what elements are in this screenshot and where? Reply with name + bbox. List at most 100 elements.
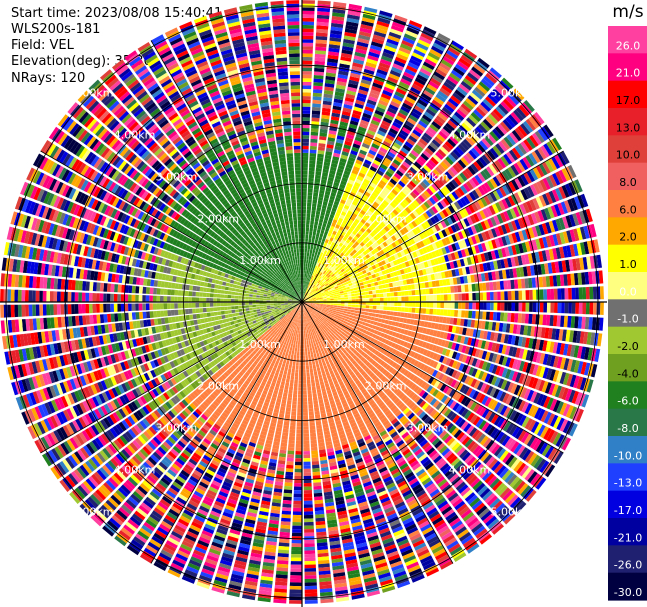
ppi-gate (411, 307, 416, 313)
ppi-gate (358, 212, 364, 219)
ppi-gate (335, 175, 342, 180)
ppi-gate (468, 310, 473, 319)
ppi-gate (309, 278, 312, 283)
ppi-gate (490, 292, 494, 301)
ppi-gate (346, 198, 353, 204)
ppi-gate (431, 45, 444, 55)
ppi-gate (306, 285, 309, 289)
ppi-gate (511, 302, 516, 312)
ppi-gate (359, 27, 373, 34)
ppi-gate (357, 310, 362, 314)
ppi-gate (317, 200, 323, 205)
ppi-gate (315, 167, 322, 172)
ppi-gate (356, 175, 364, 182)
ppi-gate (344, 233, 350, 239)
ppi-gate (310, 436, 317, 441)
ppi-gate (363, 178, 371, 185)
ppi-gate (311, 238, 315, 243)
ppi-gate (318, 146, 325, 151)
ppi-gate (525, 290, 530, 300)
ppi-gate (421, 64, 433, 74)
ppi-gate (302, 92, 311, 97)
ppi-gate (349, 153, 357, 159)
ppi-gate (363, 109, 373, 116)
ppi-gate (306, 329, 309, 334)
ppi-gate (304, 326, 307, 331)
ppi-gate (367, 283, 372, 288)
ppi-gate (354, 181, 361, 188)
ppi-gate (309, 343, 312, 348)
ppi-gate (314, 53, 326, 58)
ppi-gate (468, 284, 473, 292)
ppi-gate (352, 315, 357, 320)
ppi-gate (525, 302, 530, 312)
ppi-gate (410, 111, 421, 120)
ppi-gate (496, 281, 501, 290)
ppi-gate (355, 133, 365, 139)
ppi-gate (402, 144, 412, 152)
ppi-gate (316, 207, 322, 212)
ppi-gate (312, 350, 316, 354)
ppi-gate (376, 20, 390, 28)
ppi-gate (472, 292, 476, 301)
ppi-gate (307, 336, 311, 341)
ppi-gate (362, 295, 366, 299)
ppi-gate (364, 106, 374, 113)
ppi-gate (302, 71, 312, 75)
ppi-gate (312, 203, 317, 208)
ppi-gate (312, 99, 322, 104)
ppi-gate (377, 103, 387, 110)
ppi-gate (306, 337, 309, 341)
ppi-gate (346, 289, 351, 292)
ppi-gate (309, 422, 315, 427)
ppi-gate (354, 103, 364, 109)
ppi-gate (342, 207, 348, 213)
ppi-gate (489, 282, 494, 291)
ppi-gate (318, 255, 322, 260)
ppi-gate (415, 302, 420, 307)
ppi-gate (322, 223, 327, 228)
ppi-gate (458, 293, 462, 301)
ppi-gate (378, 285, 383, 289)
ppi-gate (302, 106, 311, 111)
ppi-gate (302, 181, 308, 185)
ppi-gate (443, 309, 448, 316)
ppi-gate (308, 234, 312, 239)
ppi-gate (374, 109, 384, 117)
ppi-gate (386, 292, 391, 297)
ppi-gate (309, 153, 317, 157)
ppi-gate (406, 26, 420, 35)
ppi-gate (307, 285, 310, 290)
ppi-gate (302, 195, 307, 200)
ppi-gate (361, 311, 366, 315)
ppi-gate (518, 302, 523, 312)
ppi-gate (408, 296, 413, 301)
ppi-gate (401, 307, 405, 312)
ppi-gate (308, 361, 312, 366)
ppi-gate (313, 71, 324, 76)
ppi-gate (305, 333, 308, 338)
ppi-gate (402, 36, 416, 45)
ppi-gate (305, 330, 307, 334)
ppi-gate (302, 10, 315, 15)
ppi-gate (418, 308, 423, 314)
ppi-gate (347, 179, 355, 185)
ppi-gate (421, 314, 426, 321)
ppi-gate (380, 93, 392, 100)
ppi-gate (578, 287, 583, 300)
ppi-gate (443, 294, 448, 301)
ppi-gate (377, 150, 386, 157)
ppi-gate (303, 295, 305, 299)
ppi-gate (385, 315, 390, 320)
ppi-gate (360, 24, 373, 31)
ppi-gate (358, 126, 367, 133)
ppi-gate (454, 302, 459, 309)
ppi-gate (341, 151, 349, 157)
ppi-gate (315, 174, 321, 179)
ppi-gate (365, 188, 373, 195)
ppi-gate (303, 288, 305, 292)
ppi-gate (310, 354, 314, 358)
ppi-gate (331, 15, 345, 21)
ppi-gate (468, 293, 473, 301)
ppi-gate (320, 229, 325, 235)
